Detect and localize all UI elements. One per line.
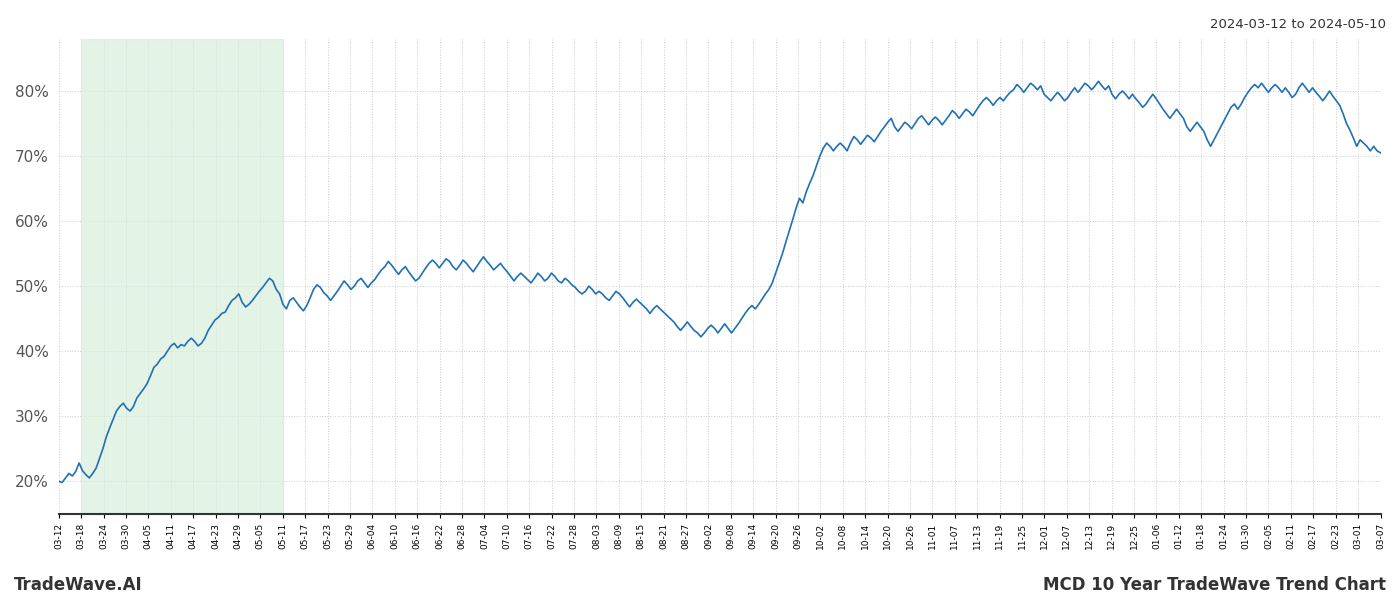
Text: MCD 10 Year TradeWave Trend Chart: MCD 10 Year TradeWave Trend Chart [1043, 576, 1386, 594]
Text: TradeWave.AI: TradeWave.AI [14, 576, 143, 594]
Text: 2024-03-12 to 2024-05-10: 2024-03-12 to 2024-05-10 [1210, 18, 1386, 31]
Bar [81, 39, 283, 514]
